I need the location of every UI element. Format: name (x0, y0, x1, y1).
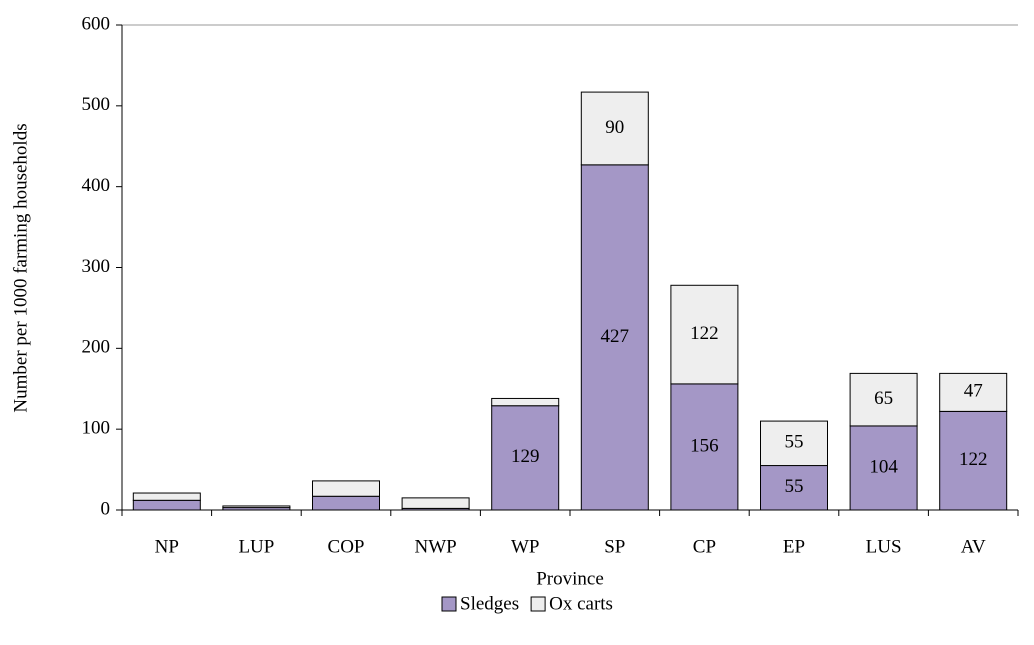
bar-segment (132, 499, 201, 511)
x-tick-label: LUS (866, 536, 902, 557)
x-tick-label: CP (693, 536, 716, 557)
bar-segment (670, 383, 739, 511)
bar-segment (491, 397, 560, 407)
bar-segment (939, 372, 1008, 412)
x-tick-label: LUP (238, 536, 274, 557)
data-label: 90 (605, 117, 624, 138)
y-tick-label: 500 (82, 94, 111, 115)
bar-segment (760, 465, 828, 511)
data-label: 122 (690, 323, 719, 344)
x-tick-label: NWP (414, 536, 456, 557)
data-label: 156 (690, 435, 719, 456)
data-label: 65 (874, 388, 893, 409)
data-label: 427 (601, 326, 630, 347)
x-tick-label: AV (961, 536, 986, 557)
y-tick-label: 200 (82, 337, 111, 358)
bar-segment (312, 480, 380, 497)
data-label: 104 (869, 456, 898, 477)
bar-segment (491, 405, 560, 511)
x-tick-label: COP (328, 536, 365, 557)
bar-segment (760, 420, 828, 467)
legend-swatch (441, 596, 457, 612)
y-tick-label: 400 (82, 175, 111, 196)
legend-label: Sledges (460, 593, 519, 614)
data-label: 55 (785, 476, 804, 497)
x-tick-label: EP (783, 536, 805, 557)
bar-segment (670, 284, 739, 385)
legend-label: Ox carts (549, 593, 613, 614)
x-axis-title: Province (536, 568, 604, 589)
y-axis-title: Number per 1000 farming households (10, 123, 31, 412)
data-label: 122 (959, 449, 988, 470)
bar-segment (132, 492, 201, 501)
bar-segment (580, 91, 649, 166)
legend-swatch (530, 596, 546, 612)
bar-segment (580, 164, 649, 511)
y-tick-label: 600 (82, 13, 111, 34)
bar-segment (312, 495, 380, 511)
x-tick-label: WP (511, 536, 540, 557)
bar-segment (222, 505, 291, 509)
y-tick-label: 0 (101, 498, 111, 519)
y-tick-label: 300 (82, 256, 111, 277)
y-tick-label: 100 (82, 418, 111, 439)
data-label: 55 (785, 432, 804, 453)
data-label: 47 (964, 381, 983, 402)
x-tick-label: SP (604, 536, 625, 557)
bar-segment (849, 372, 918, 427)
bar-segment (401, 497, 470, 509)
data-label: 129 (511, 446, 540, 467)
bar-segment (939, 410, 1008, 511)
x-tick-label: NP (155, 536, 179, 557)
